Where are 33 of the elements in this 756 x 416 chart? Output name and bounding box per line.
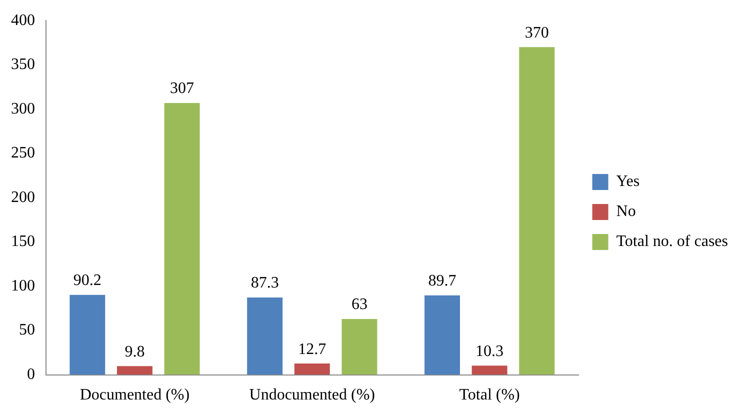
x-tick-label: Total (%) (459, 386, 520, 404)
y-tick-label: 250 (11, 144, 35, 162)
y-tick-label: 350 (11, 56, 35, 74)
x-tick-label: Documented (%) (80, 386, 190, 404)
bar (342, 319, 378, 375)
bar (116, 366, 152, 375)
data-label: 10.3 (476, 342, 504, 360)
bar (164, 102, 200, 375)
bar (247, 297, 283, 375)
bar (424, 295, 460, 375)
data-label: 90.2 (73, 272, 102, 290)
y-tick-label: 150 (11, 233, 35, 250)
data-label: 63 (351, 296, 368, 314)
data-label: 89.7 (428, 272, 456, 290)
data-label: 9.8 (124, 343, 145, 360)
y-tick-label: 100 (11, 277, 35, 294)
legend-label: Total no. of cases (616, 233, 728, 250)
y-tick-label: 200 (11, 188, 35, 206)
data-label: 87.3 (250, 274, 279, 292)
bar (472, 366, 508, 375)
bar (519, 47, 555, 375)
legend-label: Yes (616, 173, 640, 190)
bar (70, 294, 106, 375)
bar (294, 364, 330, 375)
data-label: 307 (170, 80, 194, 98)
x-tick-label: Undocumented (%) (249, 386, 375, 404)
data-label: 12.7 (298, 340, 326, 358)
y-tick-label: 400 (11, 12, 35, 29)
y-tick-label: 50 (19, 322, 35, 339)
y-tick-label: 300 (11, 100, 35, 118)
legend-label: No (616, 203, 636, 220)
y-tick-label: 0 (27, 366, 35, 384)
data-label: 370 (524, 24, 549, 42)
